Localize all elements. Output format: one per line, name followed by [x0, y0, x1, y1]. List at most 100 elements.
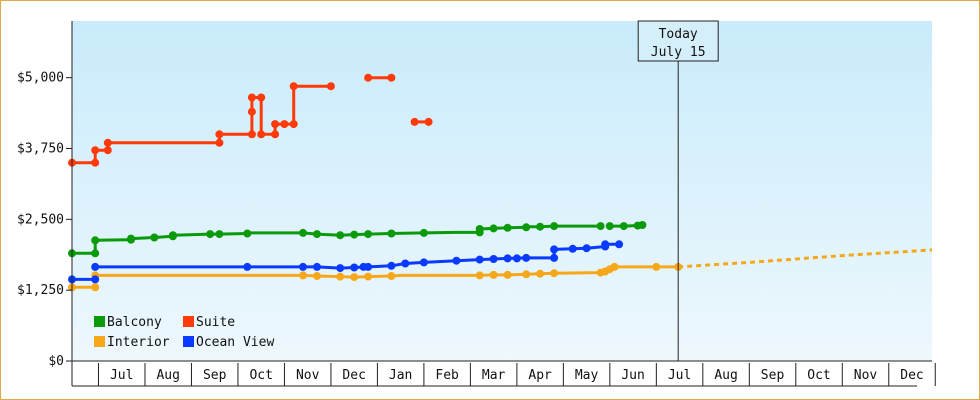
interior-point: [364, 272, 373, 281]
ocean-view-point: [91, 262, 100, 271]
month-label: Aug: [714, 368, 737, 383]
ocean-view-point: [503, 254, 512, 263]
balcony-point: [364, 230, 373, 239]
ocean-view-point: [601, 240, 610, 249]
month-label: Aug: [156, 368, 179, 383]
suite-point: [271, 120, 280, 129]
series-ocean-view: [68, 240, 624, 284]
legend-swatch: [183, 336, 194, 347]
ocean-view-point: [313, 262, 321, 271]
interior-point: [536, 269, 545, 278]
legend-label: Suite: [196, 315, 235, 330]
y-tick-label: $5,000: [17, 71, 64, 86]
legend-item-interior: Interior: [94, 335, 170, 350]
balcony-point: [91, 236, 100, 245]
ocean-view-point: [299, 262, 307, 271]
ocean-view-point: [550, 253, 559, 262]
ocean-view-point: [475, 255, 484, 264]
suite-point: [247, 107, 256, 116]
month-label: Nov: [296, 368, 320, 383]
ocean-view-point: [512, 254, 521, 263]
suite-point: [257, 130, 266, 139]
month-label: Nov: [854, 368, 878, 383]
ocean-view-point: [243, 262, 252, 271]
ocean-view-point: [568, 244, 577, 253]
ocean-view-point: [615, 240, 624, 249]
interior-point: [91, 283, 100, 292]
plot-area: [72, 21, 932, 361]
interior-projection-line: [678, 248, 933, 269]
series-suite: [68, 73, 433, 167]
month-label: Jul: [668, 368, 691, 383]
suite-point: [424, 117, 433, 126]
balcony-point: [522, 223, 531, 232]
suite-point: [326, 82, 335, 91]
series-layer: [68, 73, 933, 292]
ocean-view-point: [364, 262, 373, 271]
ocean-view-point: [452, 256, 461, 265]
month-label: Sep: [203, 368, 227, 383]
interior-point: [475, 271, 484, 280]
interior-point: [299, 271, 307, 280]
balcony-point: [215, 230, 224, 239]
balcony-point: [596, 222, 605, 231]
suite-point: [364, 73, 373, 82]
legend-label: Balcony: [107, 315, 162, 330]
suite-point: [103, 146, 112, 155]
y-tick-label: $2,500: [17, 212, 64, 227]
legend: Balcony Suite Interior Ocean View: [94, 315, 274, 350]
balcony-point: [419, 228, 428, 237]
suite-point: [247, 130, 256, 139]
ocean-view-point: [582, 244, 591, 253]
balcony-point: [605, 222, 614, 231]
ocean-view-point: [387, 261, 396, 270]
today-marker: Today July 15: [637, 20, 719, 361]
interior-point: [387, 272, 396, 280]
interior-point: [489, 270, 498, 279]
ocean-view-point: [401, 259, 410, 268]
balcony-point: [168, 231, 177, 240]
balcony-point: [91, 249, 100, 258]
balcony-point: [619, 222, 628, 231]
suite-point: [247, 93, 256, 102]
legend-swatch: [183, 316, 194, 327]
suite-point: [289, 82, 298, 91]
month-label: Jan: [389, 368, 412, 383]
balcony-point: [475, 225, 484, 233]
suite-point: [289, 120, 298, 129]
suite-point: [280, 120, 289, 129]
ocean-view-point: [489, 255, 498, 263]
month-label: Jul: [110, 368, 133, 383]
axis-layer: $0 $1,250 $2,500 $3,750 $5,000 Jul Aug Sep Oct No…: [17, 21, 936, 387]
series-interior: [68, 248, 933, 292]
today-date: July 15: [651, 45, 706, 60]
balcony-point: [243, 229, 252, 238]
y-tick-label: $1,250: [17, 283, 64, 298]
balcony-point: [387, 229, 396, 238]
suite-point: [410, 117, 419, 126]
suite-point: [257, 93, 266, 102]
ocean-view-point: [350, 263, 359, 272]
ocean-view-point: [419, 258, 428, 267]
balcony-point: [503, 223, 512, 232]
suite-point: [271, 130, 280, 139]
interior-point: [652, 262, 661, 271]
month-label: Jun: [621, 368, 644, 383]
month-label: Mar: [482, 368, 506, 383]
month-label: Oct: [249, 368, 272, 383]
suite-point: [215, 138, 224, 147]
month-label: Sep: [761, 368, 785, 383]
series-balcony: [68, 221, 647, 258]
balcony-point: [299, 228, 307, 237]
balcony-point: [489, 224, 498, 233]
month-label: May: [575, 368, 599, 383]
suite-point: [91, 146, 100, 155]
interior-point: [610, 262, 619, 271]
y-tick-label: $0: [48, 354, 64, 369]
suite-point: [103, 138, 112, 147]
balcony-point: [350, 230, 359, 239]
suite-point: [387, 73, 396, 82]
today-label: Today: [659, 27, 698, 42]
balcony-point: [638, 221, 647, 229]
